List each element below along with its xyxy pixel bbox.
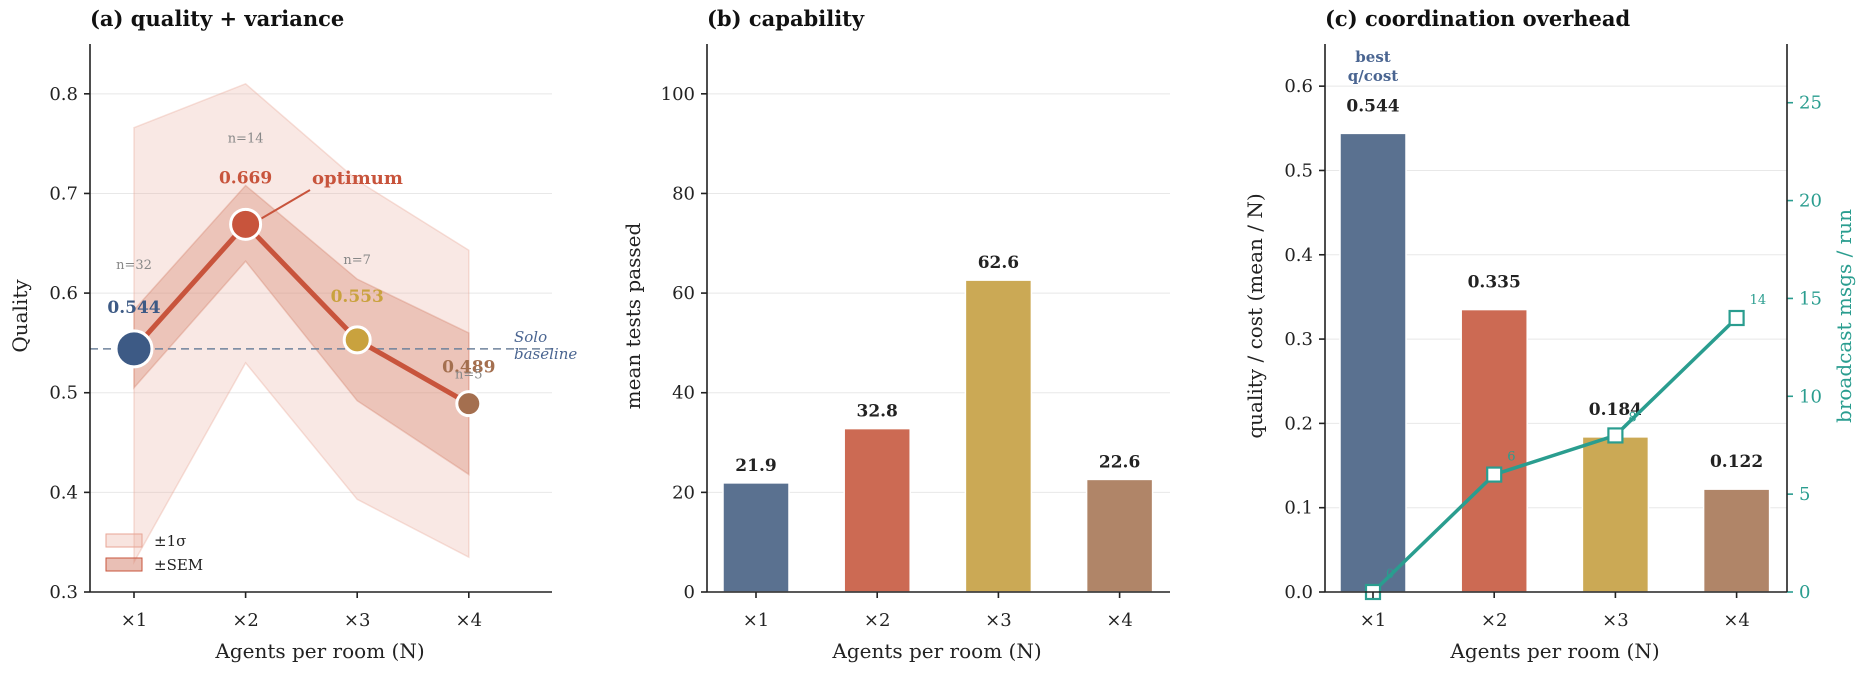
panel-quality-variance: (a) quality + variance Agents per room (… (8, 6, 577, 663)
x-tick-label: ×3 (1602, 610, 1629, 631)
value-label: 0.184 (1589, 400, 1642, 420)
panel-b-ylabel: mean tests passed (621, 222, 645, 409)
y-tick-label: 0.0 (1284, 582, 1313, 603)
y2-tick-label: 0 (1799, 582, 1810, 603)
value-label: 21.9 (735, 456, 776, 476)
y2-tick-label: 20 (1799, 191, 1822, 212)
sd-band (133, 82, 470, 565)
quality-cost-bar (1460, 308, 1528, 593)
quality-point (342, 325, 372, 355)
y-tick-label: 0 (684, 582, 695, 603)
panel-a-xlabel: Agents per room (N) (214, 639, 424, 663)
value-label: 62.6 (978, 253, 1019, 273)
broadcast-label: 6 (1507, 450, 1515, 465)
y2-tick-label: 10 (1799, 386, 1822, 407)
broadcast-line (1371, 316, 1738, 594)
y2-tick-label: 5 (1799, 484, 1810, 505)
best-label: best (1355, 48, 1390, 66)
capability-bar (964, 279, 1033, 593)
y-tick-label: 40 (672, 383, 695, 404)
x-tick-label: ×3 (985, 610, 1012, 631)
x-tick-label: ×1 (1360, 610, 1387, 631)
y-tick-label: 100 (661, 84, 695, 105)
legend-sd-label: ±1σ (154, 532, 186, 550)
x-tick-label: ×1 (743, 610, 770, 631)
n-label: n=32 (116, 258, 152, 273)
quality-point (114, 329, 154, 369)
baseline-label: baseline (514, 345, 577, 363)
value-label: 0.544 (1346, 96, 1399, 116)
y-tick-label: 0.2 (1284, 413, 1313, 434)
quality-cost-bar (1702, 488, 1771, 593)
value-label: 22.6 (1099, 452, 1140, 472)
best-label: q/cost (1348, 67, 1399, 85)
panel-coordination-overhead: (c) coordination overhead Agents per roo… (1243, 6, 1856, 663)
panel-b-xlabel: Agents per room (N) (831, 639, 1041, 663)
broadcast-marker (1486, 466, 1503, 483)
y-tick-label: 0.6 (1284, 76, 1313, 97)
n-label: n=14 (228, 131, 264, 146)
x-tick-label: ×3 (344, 610, 371, 631)
y2-tick-label: 15 (1799, 288, 1822, 309)
broadcast-label: 0 (1386, 567, 1394, 582)
y-tick-label: 0.5 (49, 383, 78, 404)
broadcast-label: 8 (1628, 410, 1636, 425)
capability-bar (843, 427, 911, 593)
y2-tick-label: 25 (1799, 93, 1822, 114)
x-tick-label: ×2 (1481, 610, 1508, 631)
y-tick-label: 0.6 (49, 283, 78, 304)
panel-b-title: (b) capability (707, 6, 865, 31)
y-tick-label: 0.7 (49, 183, 78, 204)
x-tick-label: ×4 (1723, 610, 1750, 631)
y-tick-label: 0.4 (1284, 245, 1313, 266)
value-label: 0.669 (219, 168, 272, 188)
x-tick-label: ×2 (232, 610, 259, 631)
x-tick-label: ×4 (1106, 610, 1133, 631)
quality-point (455, 390, 483, 418)
value-label: 0.122 (1710, 452, 1763, 472)
legend-sem-swatch (105, 557, 143, 572)
y-tick-label: 0.5 (1284, 160, 1313, 181)
optimum-label: optimum (312, 168, 403, 189)
legend-sd-swatch (105, 533, 143, 548)
value-label: 0.553 (331, 287, 384, 307)
value-label: 0.335 (1468, 273, 1521, 293)
panel-a-title: (a) quality + variance (90, 6, 344, 31)
y-tick-label: 60 (672, 283, 695, 304)
value-label: 0.489 (442, 358, 495, 378)
y-tick-label: 0.3 (49, 582, 78, 603)
y-tick-label: 20 (672, 482, 695, 503)
broadcast-marker (1607, 427, 1624, 444)
quality-cost-bar (1581, 436, 1650, 593)
x-tick-label: ×4 (456, 610, 483, 631)
y-tick-label: 0.1 (1284, 498, 1313, 519)
quality-point (229, 207, 263, 241)
y-tick-label: 0.3 (1284, 329, 1313, 350)
broadcast-marker (1728, 309, 1745, 327)
y-tick-label: 0.4 (49, 482, 78, 503)
legend-sem-label: ±SEM (154, 556, 203, 574)
panel-c-title: (c) coordination overhead (1325, 6, 1631, 31)
x-tick-label: ×2 (864, 610, 891, 631)
n-label: n=5 (455, 368, 483, 383)
panel-c-ylabel: quality / cost (mean / N) (1243, 193, 1267, 438)
y-tick-label: 80 (672, 183, 695, 204)
optimum-arrow (261, 189, 311, 220)
panel-a-ylabel: Quality (8, 279, 32, 353)
y-tick-label: 0.8 (49, 84, 78, 105)
panel-c-y2label: broadcast msgs / run (1832, 209, 1856, 423)
n-label: n=7 (343, 253, 371, 268)
panel-capability: (b) capability Agents per room (N) mean … (621, 6, 1170, 663)
broadcast-label: 14 (1750, 293, 1767, 308)
value-label: 0.544 (107, 298, 160, 318)
panel-c-xlabel: Agents per room (N) (1449, 639, 1659, 663)
quality-line (132, 221, 471, 406)
x-tick-label: ×1 (121, 610, 148, 631)
value-label: 32.8 (856, 402, 897, 422)
baseline-label: Solo (514, 328, 547, 346)
capability-bar (1085, 478, 1154, 593)
quality-cost-bar (1339, 132, 1407, 593)
capability-bar (722, 482, 790, 593)
